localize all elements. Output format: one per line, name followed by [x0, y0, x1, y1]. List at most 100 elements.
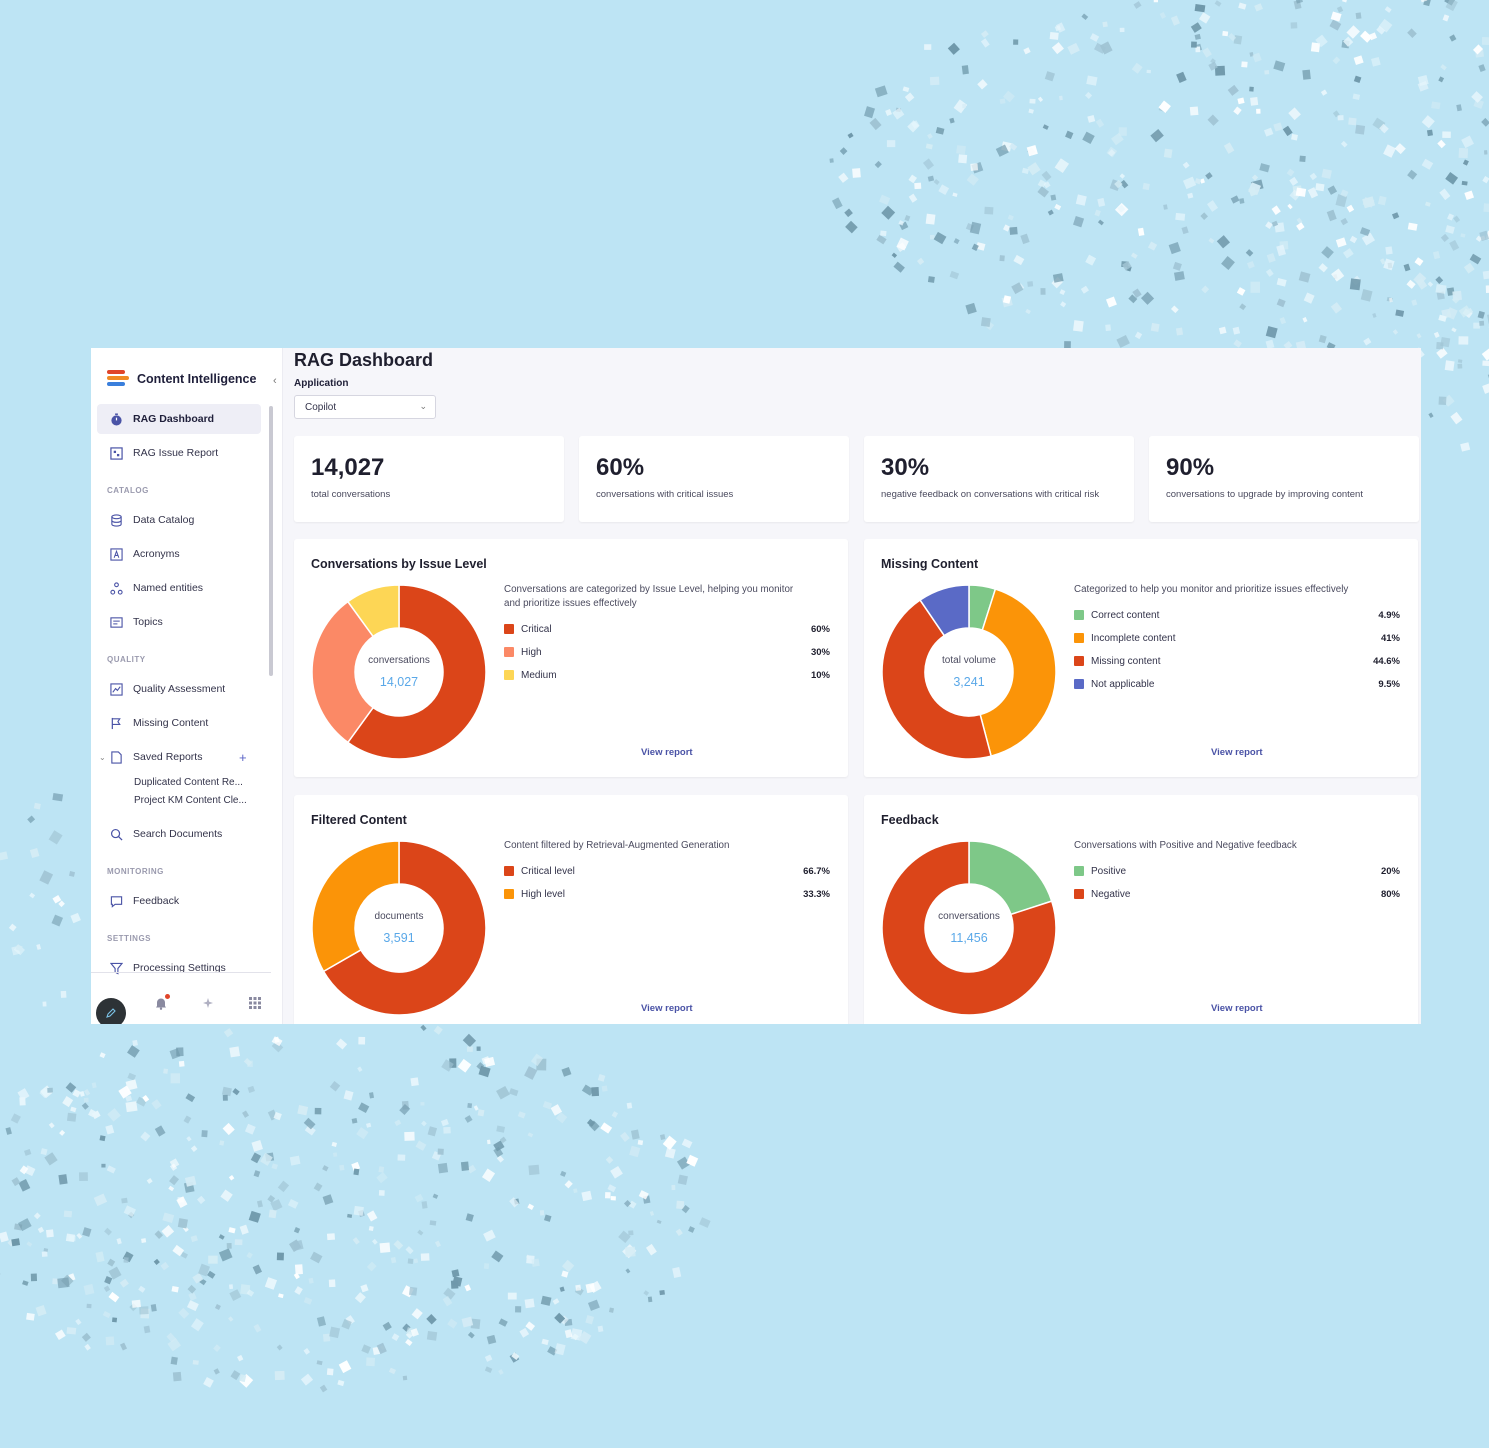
section-monitoring: MONITORING [107, 867, 164, 876]
flag-icon [109, 716, 123, 730]
sidebar-item-label: Processing Settings [133, 962, 226, 974]
donut-center-label: total volume [942, 655, 996, 666]
bell-icon [156, 998, 166, 1010]
saved-report-link[interactable]: Duplicated Content Re... [134, 777, 243, 788]
legend-item[interactable]: Correct content 4.9% [1074, 608, 1400, 622]
sidebar-item-rag-dashboard[interactable]: RAG Dashboard [97, 404, 261, 434]
donut-slice-incomplete-content[interactable] [979, 588, 1057, 758]
main-content: RAG Dashboard Application Copilot ⌄ 14,0… [283, 348, 1421, 1024]
sidebar-item-feedback[interactable]: Feedback [97, 886, 261, 916]
view-report-link[interactable]: View report [1211, 747, 1263, 758]
legend-item[interactable]: Critical level 66.7% [504, 864, 830, 878]
legend-swatch [504, 647, 514, 657]
legend-item[interactable]: Medium 10% [504, 668, 830, 682]
sidebar-item-label: Missing Content [133, 717, 209, 729]
sidebar-item-label: Feedback [133, 895, 180, 907]
legend-value: 33.3% [803, 888, 830, 900]
sidebar-item-search-documents[interactable]: Search Documents [97, 819, 261, 849]
legend-item[interactable]: Negative 80% [1074, 887, 1400, 901]
donut-slice-negative[interactable] [881, 840, 1057, 1016]
sidebar-item-data-catalog[interactable]: Data Catalog [97, 505, 261, 535]
sidebar-divider [91, 972, 271, 973]
kpi-label: negative feedback on conversations with … [881, 489, 1100, 500]
legend-label: Missing content [1091, 655, 1161, 667]
donut-chart [311, 584, 487, 760]
sidebar-item-label: Acronyms [133, 548, 180, 560]
legend-swatch [1074, 866, 1084, 876]
donut-slice-critical[interactable] [346, 584, 487, 760]
view-report-link[interactable]: View report [641, 747, 693, 758]
sidebar-item-label: Quality Assessment [133, 683, 226, 695]
legend-label: Correct content [1091, 609, 1160, 621]
donut-slice-positive[interactable] [968, 840, 1053, 916]
donut-slice-high-level[interactable] [311, 840, 400, 973]
donut-center-value: 14,027 [379, 675, 419, 689]
edit-button[interactable] [96, 998, 126, 1024]
chart-card-filtered-content: Filtered Content documents 3,591 Content fi… [294, 795, 848, 1024]
kpi-label: total conversations [311, 489, 391, 500]
kpi-label: conversations with critical issues [596, 489, 734, 500]
chevron-down-icon: ⌄ [419, 401, 427, 411]
donut-center-value: 11,456 [950, 931, 988, 945]
kpi-value: 14,027 [311, 454, 385, 481]
sidebar-item-rag-issue-report[interactable]: RAG Issue Report [97, 438, 261, 468]
ai-sparkle-button[interactable] [198, 993, 218, 1013]
legend-value: 9.5% [1378, 678, 1400, 690]
kpi-card: 60% conversations with critical issues [579, 436, 849, 522]
grid-icon [249, 997, 261, 1009]
legend-label: Negative [1091, 888, 1131, 900]
donut-center-value: 3,241 [953, 675, 985, 689]
legend-swatch [504, 889, 514, 899]
notification-dot [165, 994, 170, 999]
sidebar-scrollbar[interactable] [269, 406, 273, 676]
legend-item[interactable]: Critical 60% [504, 622, 830, 636]
saved-report-link[interactable]: Project KM Content Cle... [134, 795, 247, 806]
legend-item[interactable]: High 30% [504, 645, 830, 659]
sidebar-item-processing-settings[interactable]: Processing Settings [97, 953, 261, 983]
donut-slice-not-applicable[interactable] [919, 584, 970, 637]
legend-label: Incomplete content [1091, 632, 1176, 644]
sidebar-item-missing-content[interactable]: Missing Content [97, 708, 261, 738]
collapse-sidebar-button[interactable]: ‹ [273, 375, 277, 387]
donut-center-label: documents [374, 911, 424, 922]
donut-slice-critical-level[interactable] [322, 840, 487, 1016]
legend-item[interactable]: Not applicable 9.5% [1074, 677, 1400, 691]
donut-chart [881, 584, 1057, 760]
view-report-link[interactable]: View report [1211, 1003, 1263, 1014]
section-settings: SETTINGS [107, 934, 152, 943]
legend-label: High [521, 646, 542, 658]
sparkle-icon [203, 998, 213, 1008]
legend-item[interactable]: High level 33.3% [504, 887, 830, 901]
donut-chart [311, 840, 487, 1016]
sidebar-item-label: Search Documents [133, 828, 223, 840]
donut-slice-high[interactable] [311, 600, 375, 744]
sidebar-item-named-entities[interactable]: Named entities [97, 573, 261, 603]
sidebar-item-acronyms[interactable]: Acronyms [97, 539, 261, 569]
chart-title: Filtered Content [311, 813, 407, 827]
chart-card-missing-content: Missing Content total volume 3,241 Categori… [864, 539, 1418, 777]
section-quality: QUALITY [107, 655, 146, 664]
donut-center-label: conversations [368, 655, 430, 666]
add-saved-report-button[interactable]: + [239, 750, 247, 765]
apps-button[interactable] [245, 993, 265, 1013]
sidebar-item-quality-assessment[interactable]: Quality Assessment [97, 674, 261, 704]
chevron-down-icon[interactable]: ⌄ [99, 753, 106, 762]
application-select-value: Copilot [305, 402, 337, 413]
donut-slice-medium[interactable] [346, 584, 400, 638]
notifications-button[interactable] [151, 993, 171, 1013]
sidebar-item-saved-reports[interactable]: Saved Reports [97, 742, 261, 772]
donut-slice-missing-content[interactable] [881, 599, 993, 760]
legend-item[interactable]: Missing content 44.6% [1074, 654, 1400, 668]
sidebar-item-topics[interactable]: Topics [97, 607, 261, 637]
view-report-link[interactable]: View report [641, 1003, 693, 1014]
legend-item[interactable]: Incomplete content 41% [1074, 631, 1400, 645]
legend-item[interactable]: Positive 20% [1074, 864, 1400, 878]
chart-description: Conversations are categorized by Issue L… [504, 584, 794, 609]
legend-label: Positive [1091, 865, 1127, 877]
brand: Content Intelligence [107, 370, 256, 388]
legend-value: 60% [810, 623, 830, 635]
legend-label: Critical [521, 623, 552, 635]
application-select[interactable]: Copilot ⌄ [294, 395, 436, 419]
kpi-card: 90% conversations to upgrade by improvin… [1149, 436, 1419, 522]
topics-icon [109, 615, 123, 629]
